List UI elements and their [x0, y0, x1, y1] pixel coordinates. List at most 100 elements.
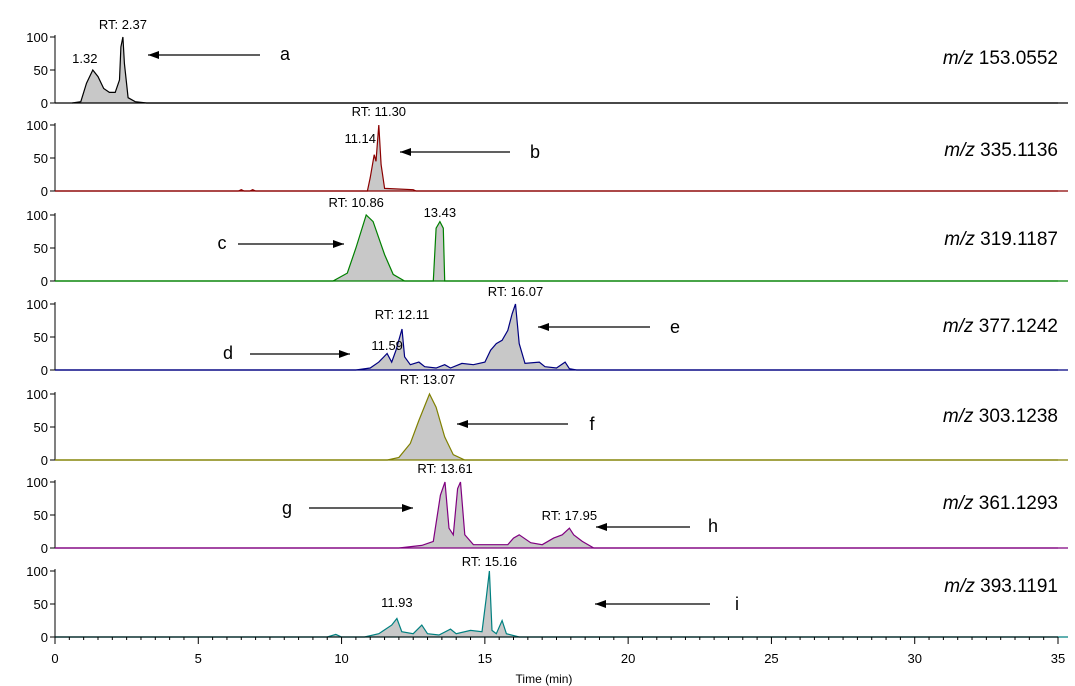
x-tick-label: 5 [195, 651, 202, 666]
mz-label: m/z 335.1136 [944, 140, 1058, 161]
x-axis-title: Time (min) [516, 672, 573, 686]
mz-prefix: m/z [943, 493, 979, 514]
y-tick-label: 100 [26, 30, 48, 45]
y-tick-label: 100 [26, 208, 48, 223]
panel-4: 0 50 100 RT: 16.07 RT: 12.11 11.59 d e m/z 377.1… [26, 284, 1068, 378]
y-tick-label: 100 [26, 297, 48, 312]
y-tick-label: 50 [34, 63, 48, 78]
y-tick-label: 100 [26, 387, 48, 402]
x-tick-label: 25 [764, 651, 778, 666]
panels-layer: 0 50 100 RT: 2.37 1.32 a m/z 153.0552 0 50 100 RT:… [26, 0, 1068, 645]
peak-letter: c [218, 233, 227, 253]
panel-6: 0 50 100 RT: 13.61 RT: 17.95 g h m/z 361.1293 [26, 461, 1068, 556]
peak-area [55, 125, 1058, 191]
y-tick-label: 0 [41, 541, 48, 556]
trace-line [55, 303, 1058, 371]
arrow-head [148, 51, 159, 59]
mz-label: m/z 319.1187 [944, 229, 1058, 250]
peak-letter: e [670, 317, 680, 337]
y-tick-label: 50 [34, 330, 48, 345]
peak-letter: d [223, 343, 233, 363]
trace-line [55, 481, 1058, 549]
y-tick-label: 50 [34, 508, 48, 523]
peak-label: RT: 11.30 [352, 104, 406, 119]
x-tick-label: 30 [907, 651, 921, 666]
arrow-head [333, 240, 344, 248]
y-tick-label: 0 [41, 184, 48, 199]
x-tick-label: 35 [1051, 651, 1065, 666]
mz-prefix: m/z [944, 140, 980, 161]
peak-label: RT: 10.86 [329, 195, 384, 210]
mz-value: 377.1242 [979, 316, 1058, 337]
peak-label: RT: 13.07 [400, 372, 455, 387]
mz-label: m/z 393.1191 [944, 576, 1058, 597]
mz-label: m/z 361.1293 [943, 493, 1058, 514]
mz-prefix: m/z [943, 48, 979, 69]
mz-value: 361.1293 [979, 493, 1058, 514]
peak-letter: h [708, 516, 718, 536]
peak-label: 11.59 [371, 338, 403, 353]
peak-label: RT: 17.95 [542, 508, 597, 523]
peak-letter: i [735, 594, 739, 614]
mz-prefix: m/z [944, 229, 980, 250]
mz-value: 393.1191 [980, 576, 1058, 597]
arrow-head [595, 600, 606, 608]
y-tick-label: 0 [41, 363, 48, 378]
arrow-head [402, 504, 413, 512]
peak-area [72, 37, 1059, 103]
peak-letter: f [589, 414, 595, 434]
mz-value: 303.1238 [979, 406, 1058, 427]
peak-area [55, 394, 1058, 460]
y-tick-label: 50 [34, 597, 48, 612]
mz-value: 335.1136 [980, 140, 1058, 161]
x-tick-label: 20 [621, 651, 635, 666]
y-tick-label: 100 [26, 475, 48, 490]
mz-prefix: m/z [943, 316, 979, 337]
mz-prefix: m/z [944, 576, 980, 597]
x-tick-label: 0 [51, 651, 58, 666]
y-tick-label: 100 [26, 118, 48, 133]
mz-label: m/z 153.0552 [943, 48, 1058, 69]
arrow-head [596, 523, 607, 531]
peak-label: 1.32 [72, 51, 97, 66]
y-tick-label: 0 [41, 630, 48, 645]
peak-label: RT: 12.11 [375, 307, 429, 322]
trace-line [55, 213, 1058, 282]
peak-area [55, 215, 1058, 281]
trace-line [72, 36, 1058, 104]
trace-line [55, 392, 1058, 461]
x-tick-label: 10 [334, 651, 348, 666]
trace-line [55, 124, 1058, 192]
y-tick-label: 50 [34, 420, 48, 435]
peak-letter: g [282, 498, 292, 518]
mz-label: m/z 303.1238 [943, 406, 1058, 427]
arrow-head [400, 148, 411, 156]
peak-label: RT: 2.37 [99, 17, 147, 32]
peak-letter: a [280, 44, 291, 64]
peak-label: 15.60 [492, 0, 525, 3]
peak-label: RT: 16.07 [488, 284, 543, 299]
peak-label: 11.93 [381, 595, 413, 610]
mz-value: 319.1187 [980, 229, 1058, 250]
x-axis: 0 5 10 15 20 25 30 35 [51, 636, 1065, 666]
peak-label: RT: 13.61 [417, 461, 472, 476]
mz-prefix: m/z [943, 406, 979, 427]
panel-5: 0 50 100 RT: 13.07 f m/z 303.1238 [26, 372, 1068, 468]
peak-letter: b [530, 142, 540, 162]
arrow-head [538, 323, 549, 331]
peak-label: 13.43 [424, 205, 457, 220]
y-tick-label: 0 [41, 453, 48, 468]
peak-label: 11.14 [344, 131, 376, 146]
mz-label: m/z 377.1242 [943, 316, 1058, 337]
y-tick-label: 0 [41, 274, 48, 289]
panel-1: 0 50 100 RT: 2.37 1.32 a m/z 153.0552 [26, 17, 1068, 111]
mz-value: 153.0552 [979, 48, 1058, 69]
trace-line [55, 570, 1058, 638]
peak-label: RT: 15.16 [462, 554, 517, 569]
arrow-head [457, 420, 468, 428]
peak-area [55, 304, 1058, 370]
y-tick-label: 50 [34, 151, 48, 166]
x-tick-label: 15 [478, 651, 492, 666]
y-tick-label: 0 [41, 96, 48, 111]
